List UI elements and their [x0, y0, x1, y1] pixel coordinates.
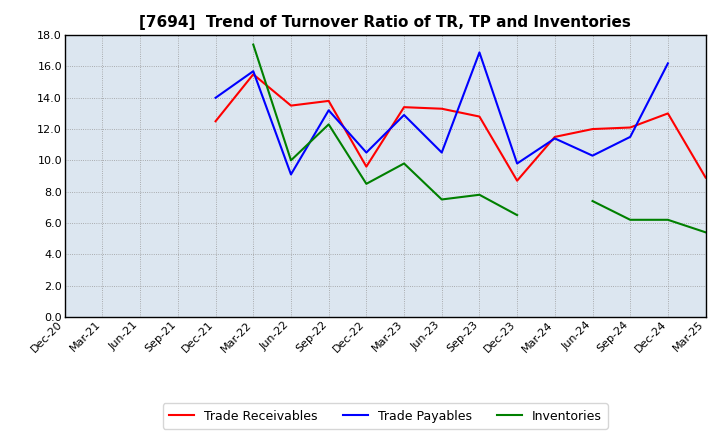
Trade Payables: [513, 161, 521, 166]
Inventories: [475, 192, 484, 198]
Inventories: [588, 198, 597, 204]
Trade Receivables: [588, 126, 597, 132]
Trade Receivables: [211, 119, 220, 124]
Trade Receivables: [513, 178, 521, 183]
Trade Receivables: [475, 114, 484, 119]
Line: Inventories: Inventories: [253, 44, 706, 232]
Trade Receivables: [438, 106, 446, 111]
Trade Payables: [664, 61, 672, 66]
Trade Receivables: [400, 105, 408, 110]
Trade Payables: [551, 136, 559, 141]
Trade Receivables: [701, 175, 710, 180]
Inventories: [249, 42, 258, 47]
Trade Receivables: [626, 125, 634, 130]
Inventories: [513, 213, 521, 218]
Legend: Trade Receivables, Trade Payables, Inventories: Trade Receivables, Trade Payables, Inven…: [163, 403, 608, 429]
Trade Payables: [287, 172, 295, 177]
Trade Receivables: [362, 164, 371, 169]
Inventories: [400, 161, 408, 166]
Trade Receivables: [249, 72, 258, 77]
Inventories: [664, 217, 672, 223]
Line: Trade Payables: Trade Payables: [215, 52, 668, 174]
Inventories: [626, 217, 634, 223]
Trade Payables: [249, 69, 258, 74]
Trade Payables: [324, 108, 333, 113]
Inventories: [324, 122, 333, 127]
Inventories: [287, 158, 295, 163]
Trade Receivables: [551, 134, 559, 139]
Trade Payables: [588, 153, 597, 158]
Inventories: [362, 181, 371, 187]
Trade Payables: [211, 95, 220, 100]
Trade Payables: [400, 112, 408, 117]
Line: Trade Receivables: Trade Receivables: [215, 74, 706, 181]
Inventories: [701, 230, 710, 235]
Trade Receivables: [287, 103, 295, 108]
Trade Payables: [475, 50, 484, 55]
Trade Receivables: [324, 98, 333, 103]
Title: [7694]  Trend of Turnover Ratio of TR, TP and Inventories: [7694] Trend of Turnover Ratio of TR, TP…: [139, 15, 631, 30]
Trade Payables: [438, 150, 446, 155]
Trade Payables: [626, 134, 634, 139]
Inventories: [438, 197, 446, 202]
Trade Receivables: [664, 111, 672, 116]
Trade Payables: [362, 150, 371, 155]
